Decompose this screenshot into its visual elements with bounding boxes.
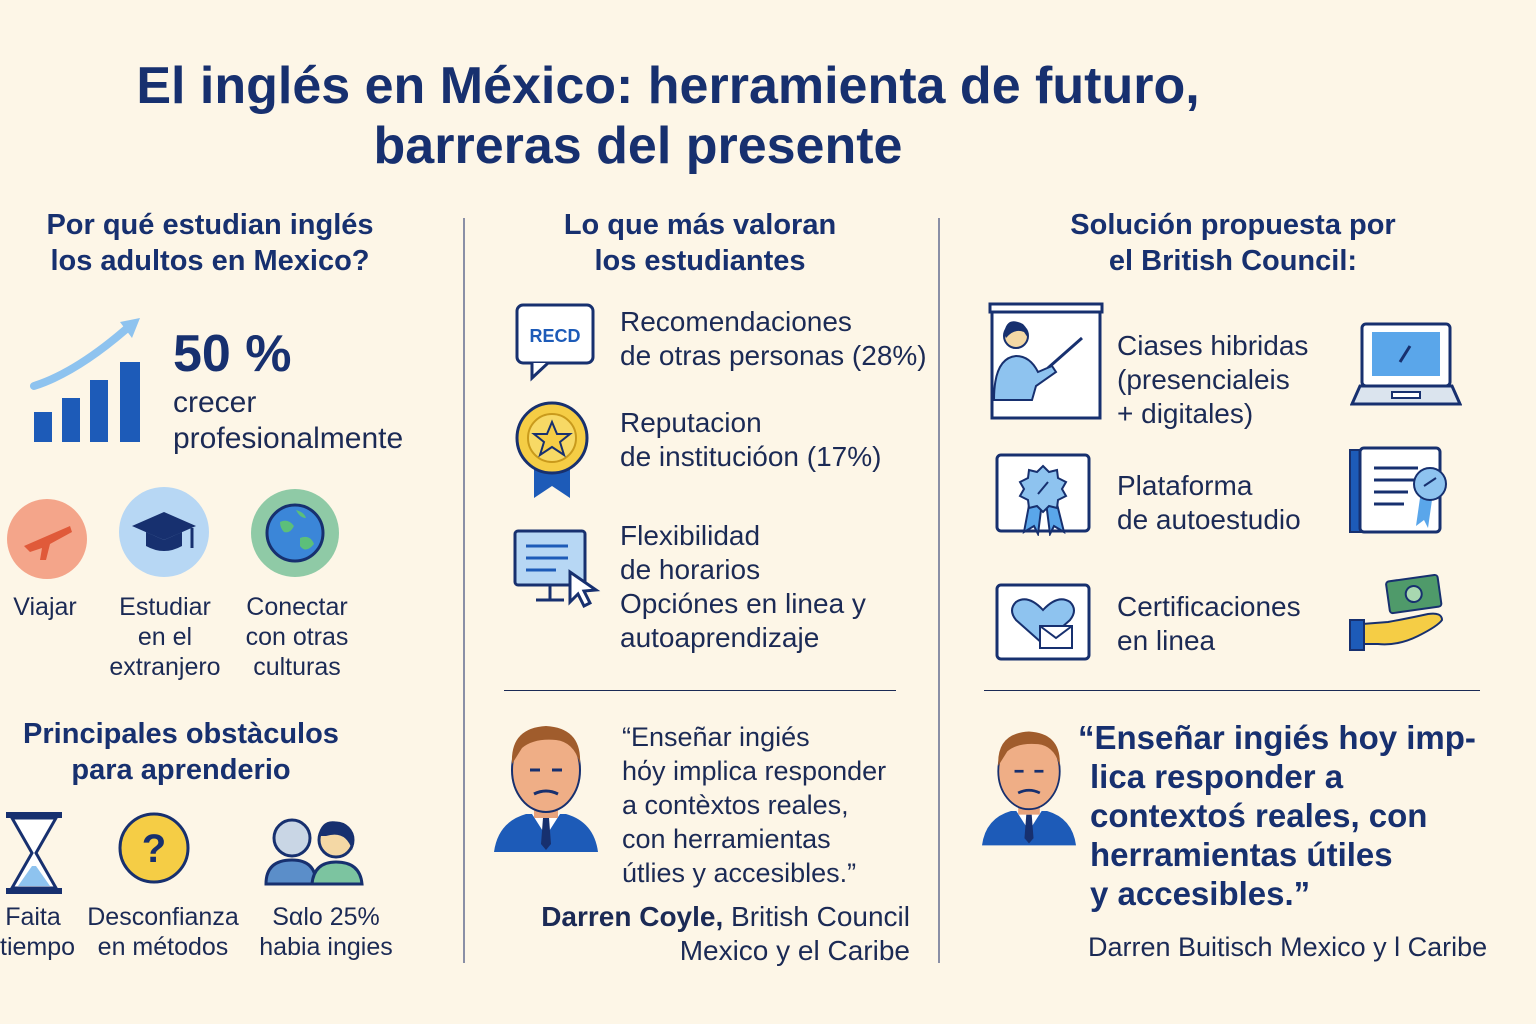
speaker-portrait-icon-2 xyxy=(982,731,1076,846)
reason-travel: Viajar xyxy=(13,593,77,621)
laptop-icon xyxy=(1350,322,1462,406)
author-region: Mexico y el Caribe xyxy=(679,935,910,966)
speech-bubble-icon: RECD xyxy=(515,303,595,382)
award-rosette-icon xyxy=(995,453,1091,536)
stat-label-line1: crecer xyxy=(173,386,257,419)
col1-heading-line1: Por qué estudian inglés xyxy=(46,209,374,241)
obstacle-english-level: Sαlo 25% habia ingies xyxy=(259,903,393,961)
col2-heading: Lo que más valoran los estudiantes xyxy=(563,209,837,277)
globe-icon xyxy=(251,489,339,577)
medal-icon xyxy=(515,401,589,498)
author-name: Darren Coyle, xyxy=(541,901,724,932)
question-icon: ? xyxy=(118,812,190,884)
author-org: British Council xyxy=(723,901,910,932)
speaker-portrait-icon xyxy=(494,726,598,852)
solution-online-certifications: Certificaciones en linea xyxy=(1117,591,1301,656)
col1-heading: Por qué estudian inglés los adultos en M… xyxy=(0,207,420,279)
speech-bubble-icon-text: RECD xyxy=(529,326,580,346)
people-icon xyxy=(264,818,364,886)
obstacle-time: Faita tiempo xyxy=(0,903,76,961)
col3-quote: “Enseñar ingiés hoy imp- lica responder … xyxy=(1078,719,1476,912)
airplane-icon xyxy=(7,499,87,579)
col3-quote-author: Darren Buitisch Mexico y l Caribe xyxy=(1088,932,1488,962)
growth-chart-icon xyxy=(30,318,140,442)
col2-quote: “Enseñar ingiés hόy implica responder a … xyxy=(622,722,887,888)
heart-mail-icon xyxy=(995,583,1091,661)
hourglass-icon xyxy=(6,812,62,894)
col2-separator xyxy=(504,690,896,691)
teacher-board-icon xyxy=(988,302,1104,420)
column-divider-1 xyxy=(463,218,465,963)
column-divider-2 xyxy=(938,218,940,963)
solution-hybrid-classes: Ciases hibridas (presencialeis + digital… xyxy=(1117,330,1309,429)
obstacles-heading: Principales obstàculos para aprenderio xyxy=(23,718,339,786)
solution-self-study-platform: Plataforma de autoestudio xyxy=(1117,470,1301,535)
value-reputation: Reputacion de institucióon (17%) xyxy=(620,407,882,472)
col3-heading: Solución propuesta por el British Counci… xyxy=(1070,209,1396,277)
value-flexibility: Flexibilidad de horarios Opcióneѕ en lin… xyxy=(620,520,866,653)
online-screen-icon xyxy=(513,529,601,608)
col2-quote-author: Darren Coyle, British Council Mexico y e… xyxy=(540,900,910,968)
col3-separator xyxy=(984,690,1480,691)
page-title-line1: El inglés en México: herramienta de futu… xyxy=(136,57,1200,115)
reason-connect-cultures: Conectar con otras culturas xyxy=(245,593,349,681)
svg-text:?: ? xyxy=(142,827,166,871)
obstacle-distrust: Desconfianza en métodos xyxy=(87,903,239,961)
value-recommendations: Recomendaciones de otras personas (28%) xyxy=(620,306,927,371)
col1-heading-line2: los adultos en Mexico? xyxy=(50,245,370,277)
page-title-line2: barreras del presente xyxy=(373,117,903,175)
stat-value: 50 % xyxy=(173,325,292,383)
stat-label-line2: profesionalmente xyxy=(173,422,404,455)
graduation-cap-icon xyxy=(119,487,209,577)
certificate-icon xyxy=(1349,446,1447,534)
reason-study-abroad: Estudiar en el extranjero xyxy=(109,593,221,681)
money-hand-icon xyxy=(1349,573,1444,651)
